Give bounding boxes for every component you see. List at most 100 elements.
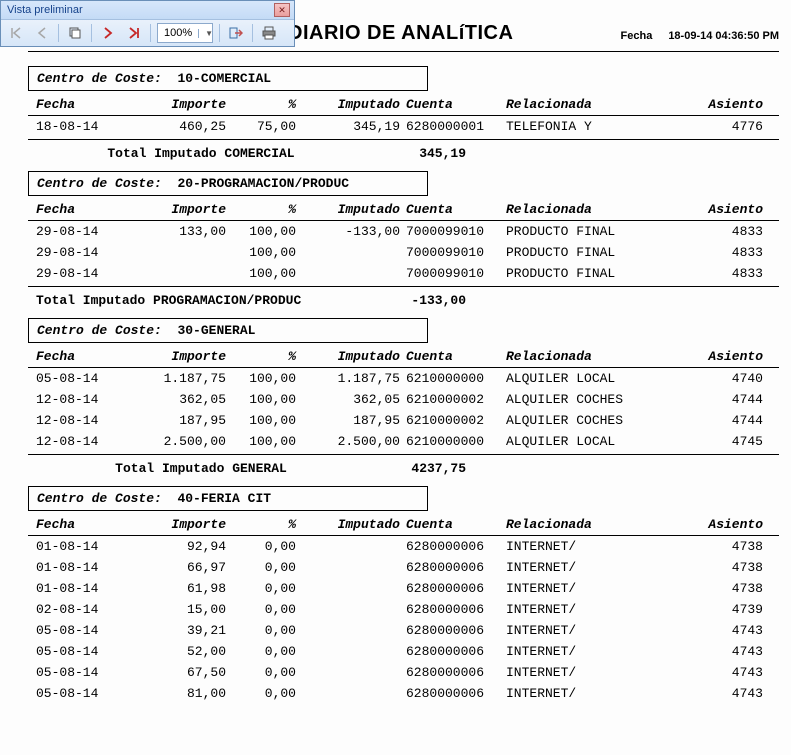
- prev-page-icon[interactable]: [32, 23, 52, 43]
- cell-cuenta: 6280000006: [406, 602, 506, 617]
- col-relacionada: Relacionada: [506, 349, 666, 364]
- cell-fecha: 05-08-14: [36, 665, 136, 680]
- cell-importe: 61,98: [136, 581, 236, 596]
- cell-cuenta: 6280000006: [406, 560, 506, 575]
- cell-importe: 81,00: [136, 686, 236, 701]
- cell-cuenta: 6280000006: [406, 539, 506, 554]
- cell-asiento: 4739: [666, 602, 771, 617]
- cell-pct: 100,00: [236, 413, 306, 428]
- cell-importe: 15,00: [136, 602, 236, 617]
- table-row: 29-08-14 133,00 100,00 -133,00 700009901…: [28, 221, 779, 242]
- table-row: 01-08-14 92,94 0,00 6280000006 INTERNET/…: [28, 536, 779, 557]
- total-value: 345,19: [366, 146, 466, 161]
- cell-imputado: 345,19: [306, 119, 406, 134]
- column-headers: Fecha Importe % Imputado Cuenta Relacion…: [28, 198, 779, 221]
- table-row: 01-08-14 66,97 0,00 6280000006 INTERNET/…: [28, 557, 779, 578]
- cell-imputado: [306, 686, 406, 701]
- col-pct: %: [236, 349, 306, 364]
- cell-cuenta: 7000099010: [406, 266, 506, 281]
- group-title-box: Centro de Coste: 10-COMERCIAL: [28, 66, 428, 91]
- cell-fecha: 29-08-14: [36, 266, 136, 281]
- column-headers: Fecha Importe % Imputado Cuenta Relacion…: [28, 345, 779, 368]
- exit-icon[interactable]: [226, 23, 246, 43]
- cell-rel: INTERNET/: [506, 581, 666, 596]
- cell-importe: 39,21: [136, 623, 236, 638]
- report-preview: DIARIO DE ANALíTICA Fecha 18-09-14 04:36…: [0, 0, 791, 714]
- group-rule: [28, 454, 779, 455]
- cell-rel: ALQUILER LOCAL: [506, 371, 666, 386]
- toolbar-buttons: 100% ▼: [1, 20, 294, 46]
- chevron-down-icon[interactable]: ▼: [198, 29, 212, 38]
- col-cuenta: Cuenta: [406, 517, 506, 532]
- table-row: 05-08-14 67,50 0,00 6280000006 INTERNET/…: [28, 662, 779, 683]
- col-fecha: Fecha: [36, 349, 136, 364]
- col-asiento: Asiento: [666, 202, 771, 217]
- cell-asiento: 4738: [666, 539, 771, 554]
- cell-pct: 0,00: [236, 665, 306, 680]
- cell-pct: 0,00: [236, 581, 306, 596]
- group-rule: [28, 139, 779, 140]
- report-date-block: Fecha 18-09-14 04:36:50 PM: [621, 30, 779, 42]
- preview-toolbar: Vista preliminar ✕ 100% ▼: [0, 0, 295, 47]
- cost-center-group: Centro de Coste: 10-COMERCIAL Fecha Impo…: [28, 66, 779, 161]
- cell-cuenta: 6280000006: [406, 623, 506, 638]
- total-value: -133,00: [366, 293, 466, 308]
- col-cuenta: Cuenta: [406, 349, 506, 364]
- cell-importe: 92,94: [136, 539, 236, 554]
- cell-imputado: [306, 266, 406, 281]
- cell-pct: 100,00: [236, 224, 306, 239]
- col-cuenta: Cuenta: [406, 97, 506, 112]
- group-title-box: Centro de Coste: 40-FERIA CIT: [28, 486, 428, 511]
- cell-pct: 0,00: [236, 539, 306, 554]
- col-asiento: Asiento: [666, 97, 771, 112]
- cell-imputado: 362,05: [306, 392, 406, 407]
- cell-asiento: 4833: [666, 245, 771, 260]
- cell-fecha: 05-08-14: [36, 686, 136, 701]
- first-page-icon[interactable]: [6, 23, 26, 43]
- col-fecha: Fecha: [36, 97, 136, 112]
- toolbar-sep-5: [252, 24, 253, 42]
- pages-icon[interactable]: [65, 23, 85, 43]
- col-relacionada: Relacionada: [506, 97, 666, 112]
- data-rows: 18-08-14 460,25 75,00 345,19 6280000001 …: [28, 116, 779, 137]
- cell-imputado: [306, 644, 406, 659]
- next-page-icon[interactable]: [98, 23, 118, 43]
- col-relacionada: Relacionada: [506, 202, 666, 217]
- cell-fecha: 05-08-14: [36, 371, 136, 386]
- cell-asiento: 4743: [666, 623, 771, 638]
- col-pct: %: [236, 202, 306, 217]
- close-icon[interactable]: ✕: [274, 3, 290, 17]
- group-name: 40-FERIA CIT: [177, 491, 271, 506]
- print-icon[interactable]: [259, 23, 279, 43]
- table-row: 29-08-14 100,00 7000099010 PRODUCTO FINA…: [28, 242, 779, 263]
- cell-pct: 0,00: [236, 602, 306, 617]
- cell-importe: 187,95: [136, 413, 236, 428]
- cell-rel: INTERNET/: [506, 686, 666, 701]
- cell-cuenta: 6210000002: [406, 392, 506, 407]
- group-total: Total Imputado COMERCIAL 345,19: [28, 144, 779, 161]
- cell-rel: INTERNET/: [506, 602, 666, 617]
- group-title-box: Centro de Coste: 20-PROGRAMACION/PRODUC: [28, 171, 428, 196]
- total-value: 4237,75: [366, 461, 466, 476]
- col-cuenta: Cuenta: [406, 202, 506, 217]
- cell-pct: 100,00: [236, 266, 306, 281]
- cell-pct: 100,00: [236, 245, 306, 260]
- cell-cuenta: 6280000006: [406, 581, 506, 596]
- group-total: Total Imputado PROGRAMACION/PRODUC -133,…: [28, 291, 779, 308]
- col-importe: Importe: [136, 97, 236, 112]
- zoom-select[interactable]: 100% ▼: [157, 23, 213, 43]
- col-pct: %: [236, 517, 306, 532]
- cell-importe: 2.500,00: [136, 434, 236, 449]
- toolbar-sep-4: [219, 24, 220, 42]
- cell-fecha: 12-08-14: [36, 434, 136, 449]
- cell-importe: 52,00: [136, 644, 236, 659]
- cell-pct: 0,00: [236, 686, 306, 701]
- cell-asiento: 4743: [666, 665, 771, 680]
- toolbar-titlebar[interactable]: Vista preliminar ✕: [1, 1, 294, 20]
- last-page-icon[interactable]: [124, 23, 144, 43]
- cell-imputado: 2.500,00: [306, 434, 406, 449]
- cell-cuenta: 6280000006: [406, 644, 506, 659]
- cell-rel: ALQUILER COCHES: [506, 392, 666, 407]
- cell-asiento: 4743: [666, 686, 771, 701]
- cost-center-group: Centro de Coste: 20-PROGRAMACION/PRODUC …: [28, 171, 779, 308]
